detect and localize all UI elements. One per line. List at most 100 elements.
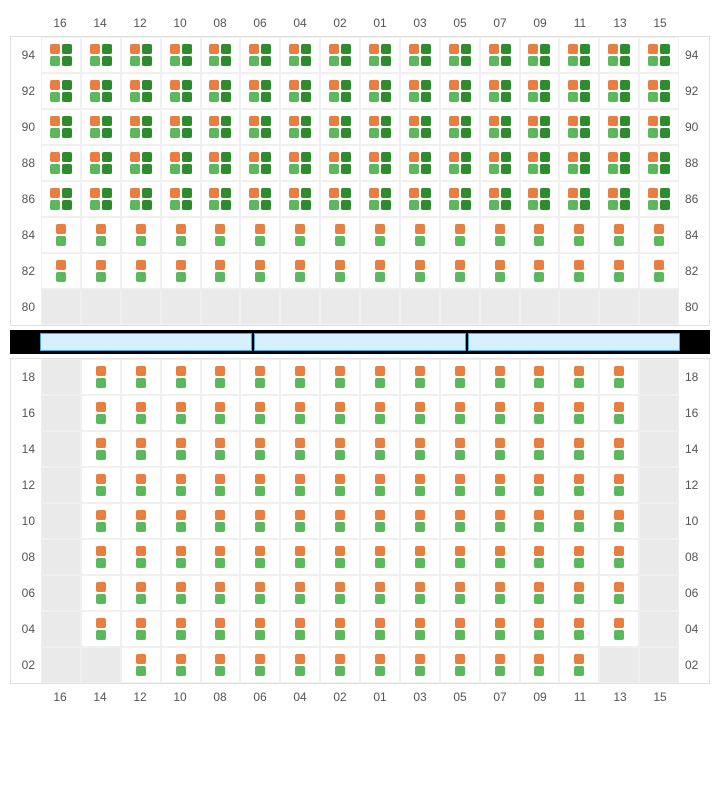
- seat-cell[interactable]: [81, 145, 121, 181]
- seat-cell[interactable]: [639, 37, 679, 73]
- seat-cell[interactable]: [400, 611, 440, 647]
- seat-cell[interactable]: [400, 359, 440, 395]
- seat-cell[interactable]: [360, 647, 400, 683]
- seat-cell[interactable]: [201, 503, 241, 539]
- seat-cell[interactable]: [121, 253, 161, 289]
- seat-cell[interactable]: [161, 539, 201, 575]
- seat-cell[interactable]: [520, 539, 560, 575]
- seat-cell[interactable]: [240, 647, 280, 683]
- seat-cell[interactable]: [599, 109, 639, 145]
- seat-cell[interactable]: [440, 37, 480, 73]
- seat-cell[interactable]: [161, 647, 201, 683]
- seat-cell[interactable]: [41, 109, 81, 145]
- seat-cell[interactable]: [639, 73, 679, 109]
- seat-cell[interactable]: [440, 431, 480, 467]
- seat-cell[interactable]: [440, 181, 480, 217]
- seat-cell[interactable]: [639, 217, 679, 253]
- seat-cell[interactable]: [480, 575, 520, 611]
- seat-cell[interactable]: [201, 647, 241, 683]
- seat-cell[interactable]: [81, 181, 121, 217]
- seat-cell[interactable]: [440, 647, 480, 683]
- seat-cell[interactable]: [400, 503, 440, 539]
- seat-cell[interactable]: [360, 467, 400, 503]
- seat-cell[interactable]: [320, 611, 360, 647]
- seat-cell[interactable]: [480, 37, 520, 73]
- seat-cell[interactable]: [480, 73, 520, 109]
- seat-cell[interactable]: [240, 217, 280, 253]
- seat-cell[interactable]: [520, 467, 560, 503]
- seat-cell[interactable]: [320, 395, 360, 431]
- seat-cell[interactable]: [121, 181, 161, 217]
- seat-cell[interactable]: [400, 467, 440, 503]
- seat-cell[interactable]: [559, 539, 599, 575]
- seat-cell[interactable]: [81, 359, 121, 395]
- seat-cell[interactable]: [400, 145, 440, 181]
- seat-cell[interactable]: [520, 575, 560, 611]
- seat-cell[interactable]: [81, 503, 121, 539]
- seat-cell[interactable]: [400, 109, 440, 145]
- seat-cell[interactable]: [320, 359, 360, 395]
- seat-cell[interactable]: [81, 539, 121, 575]
- seat-cell[interactable]: [400, 647, 440, 683]
- seat-cell[interactable]: [440, 73, 480, 109]
- seat-cell[interactable]: [559, 467, 599, 503]
- seat-cell[interactable]: [440, 503, 480, 539]
- seat-cell[interactable]: [320, 575, 360, 611]
- seat-cell[interactable]: [280, 359, 320, 395]
- seat-cell[interactable]: [81, 395, 121, 431]
- seat-cell[interactable]: [41, 73, 81, 109]
- seat-cell[interactable]: [121, 217, 161, 253]
- seat-cell[interactable]: [639, 181, 679, 217]
- seat-cell[interactable]: [41, 181, 81, 217]
- seat-cell[interactable]: [41, 217, 81, 253]
- seat-cell[interactable]: [320, 145, 360, 181]
- seat-cell[interactable]: [480, 253, 520, 289]
- seat-cell[interactable]: [559, 217, 599, 253]
- seat-cell[interactable]: [360, 109, 400, 145]
- seat-cell[interactable]: [400, 431, 440, 467]
- seat-cell[interactable]: [280, 253, 320, 289]
- seat-cell[interactable]: [81, 217, 121, 253]
- seat-cell[interactable]: [161, 467, 201, 503]
- seat-cell[interactable]: [320, 109, 360, 145]
- seat-cell[interactable]: [201, 73, 241, 109]
- seat-cell[interactable]: [280, 145, 320, 181]
- seat-cell[interactable]: [161, 181, 201, 217]
- seat-cell[interactable]: [201, 395, 241, 431]
- seat-cell[interactable]: [240, 539, 280, 575]
- seat-cell[interactable]: [320, 73, 360, 109]
- seat-cell[interactable]: [559, 503, 599, 539]
- seat-cell[interactable]: [280, 575, 320, 611]
- seat-cell[interactable]: [320, 431, 360, 467]
- seat-cell[interactable]: [559, 431, 599, 467]
- seat-cell[interactable]: [440, 611, 480, 647]
- seat-cell[interactable]: [240, 109, 280, 145]
- seat-cell[interactable]: [599, 539, 639, 575]
- seat-cell[interactable]: [599, 611, 639, 647]
- seat-cell[interactable]: [360, 253, 400, 289]
- seat-cell[interactable]: [480, 217, 520, 253]
- seat-cell[interactable]: [360, 539, 400, 575]
- seat-cell[interactable]: [81, 73, 121, 109]
- seat-cell[interactable]: [121, 575, 161, 611]
- seat-cell[interactable]: [520, 359, 560, 395]
- seat-cell[interactable]: [599, 217, 639, 253]
- seat-cell[interactable]: [41, 145, 81, 181]
- seat-cell[interactable]: [520, 181, 560, 217]
- seat-cell[interactable]: [81, 431, 121, 467]
- seat-cell[interactable]: [360, 181, 400, 217]
- seat-cell[interactable]: [201, 109, 241, 145]
- seat-cell[interactable]: [240, 253, 280, 289]
- seat-cell[interactable]: [240, 359, 280, 395]
- seat-cell[interactable]: [320, 467, 360, 503]
- seat-cell[interactable]: [440, 467, 480, 503]
- seat-cell[interactable]: [280, 181, 320, 217]
- seat-cell[interactable]: [81, 611, 121, 647]
- seat-cell[interactable]: [280, 37, 320, 73]
- seat-cell[interactable]: [360, 503, 400, 539]
- seat-cell[interactable]: [161, 73, 201, 109]
- seat-cell[interactable]: [440, 109, 480, 145]
- seat-cell[interactable]: [520, 503, 560, 539]
- seat-cell[interactable]: [480, 359, 520, 395]
- seat-cell[interactable]: [81, 109, 121, 145]
